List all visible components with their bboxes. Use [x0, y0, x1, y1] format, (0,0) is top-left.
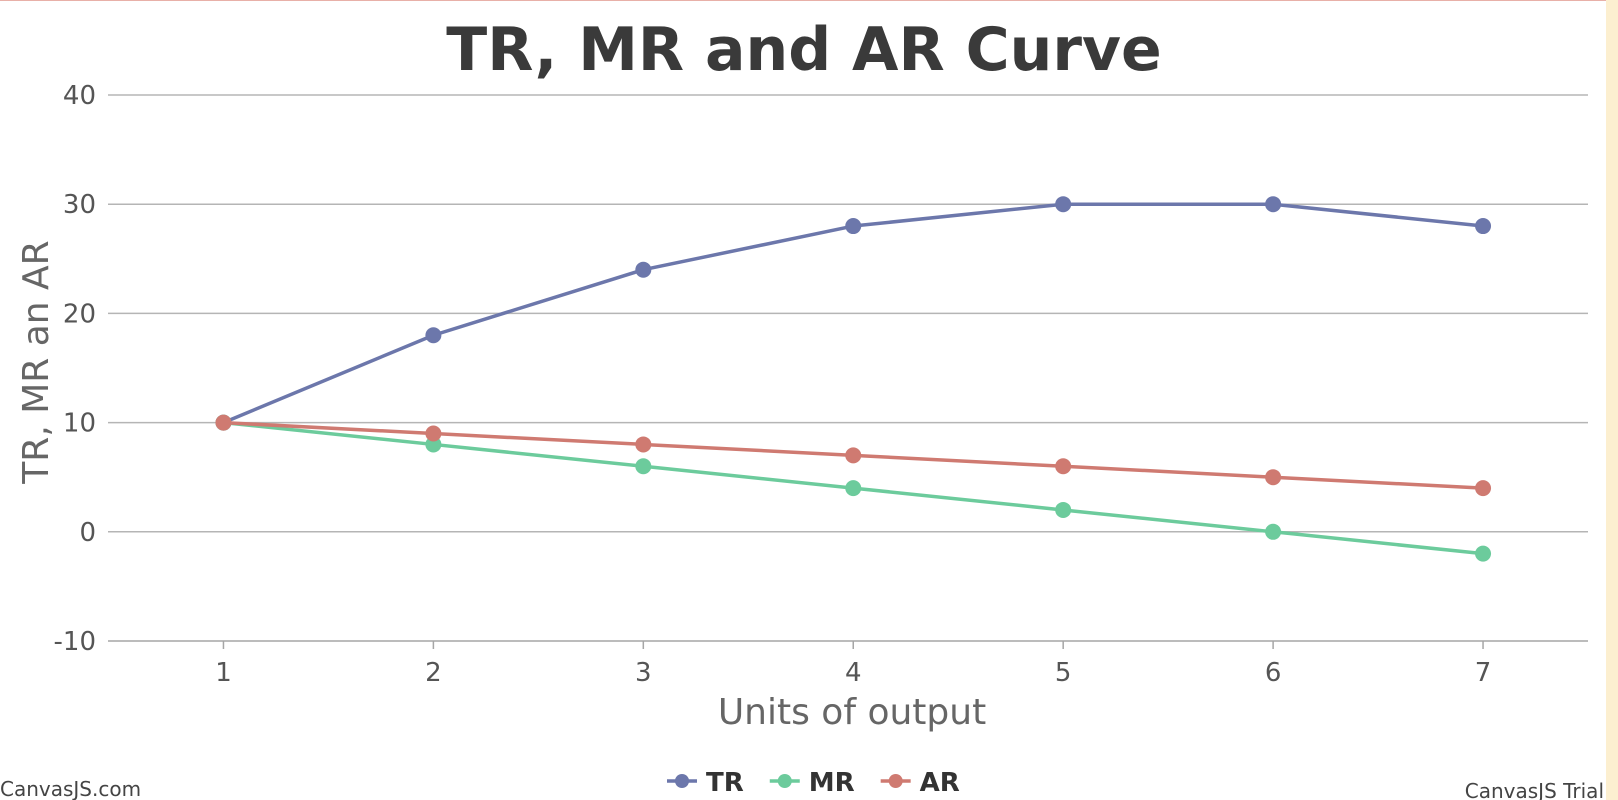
- series-layer: [215, 196, 1492, 562]
- grid-lines: [108, 94, 1588, 533]
- data-point-tr: [1265, 196, 1282, 213]
- x-tick-label: 2: [425, 658, 442, 688]
- legend-item-ar: AR: [880, 768, 960, 798]
- legend-item-tr: TR: [667, 768, 744, 798]
- y-tick-label: -10: [54, 627, 96, 657]
- legend-marker-ar: [888, 774, 903, 788]
- x-tick-label: 4: [845, 658, 862, 688]
- data-point-ar: [845, 447, 862, 464]
- y-tick-label: 0: [79, 518, 96, 548]
- data-point-mr: [635, 458, 652, 475]
- data-point-mr: [1475, 545, 1492, 562]
- data-point-ar: [1475, 480, 1492, 497]
- x-tick-label: 1: [215, 658, 232, 688]
- legend-item-mr: MR: [769, 768, 855, 798]
- chart-title: TR, MR and AR Curve: [446, 15, 1161, 85]
- y-tick-label: 10: [63, 409, 96, 439]
- data-point-tr: [845, 218, 862, 235]
- data-point-ar: [1055, 458, 1072, 475]
- series-mr: [215, 414, 1492, 562]
- y-tick-label: 40: [63, 81, 96, 111]
- legend-label-ar: AR: [920, 768, 960, 798]
- legend-label-mr: MR: [809, 768, 855, 798]
- data-point-tr: [425, 327, 442, 344]
- legend: TR MR AR: [667, 768, 960, 798]
- credit-left: CanvasJS.com: [0, 777, 141, 800]
- legend-label-tr: TR: [706, 768, 744, 798]
- data-point-mr: [845, 480, 862, 497]
- data-point-tr: [1475, 218, 1492, 235]
- data-point-ar: [425, 425, 442, 442]
- y-tick-label: 30: [63, 190, 96, 220]
- x-tick-label: 3: [635, 658, 652, 688]
- data-point-mr: [1265, 523, 1282, 540]
- data-point-tr: [635, 261, 652, 278]
- y-tick-label: 20: [63, 299, 96, 329]
- page-edge-strip: [1606, 0, 1618, 800]
- data-point-mr: [1055, 501, 1072, 518]
- series-tr: [215, 196, 1492, 431]
- data-point-tr: [1055, 196, 1072, 213]
- x-axis-ticks: 1 2 3 4 5 6 7: [215, 641, 1491, 688]
- x-axis-title: Units of output: [718, 692, 986, 733]
- x-tick-label: 5: [1055, 658, 1072, 688]
- data-point-ar: [1265, 469, 1282, 486]
- data-point-ar: [635, 436, 652, 453]
- data-point-ar: [215, 414, 232, 431]
- credit-right: CanvasJS Trial: [1465, 779, 1604, 800]
- legend-marker-tr: [675, 774, 689, 788]
- y-axis-title: TR, MR an AR: [16, 240, 57, 484]
- series-ar: [215, 414, 1492, 497]
- x-tick-label: 7: [1475, 658, 1492, 688]
- y-axis-ticks: -10 0 10 20 30 40: [54, 81, 96, 657]
- top-border: [0, 0, 1618, 1]
- x-tick-label: 6: [1265, 658, 1282, 688]
- legend-marker-mr: [777, 774, 792, 788]
